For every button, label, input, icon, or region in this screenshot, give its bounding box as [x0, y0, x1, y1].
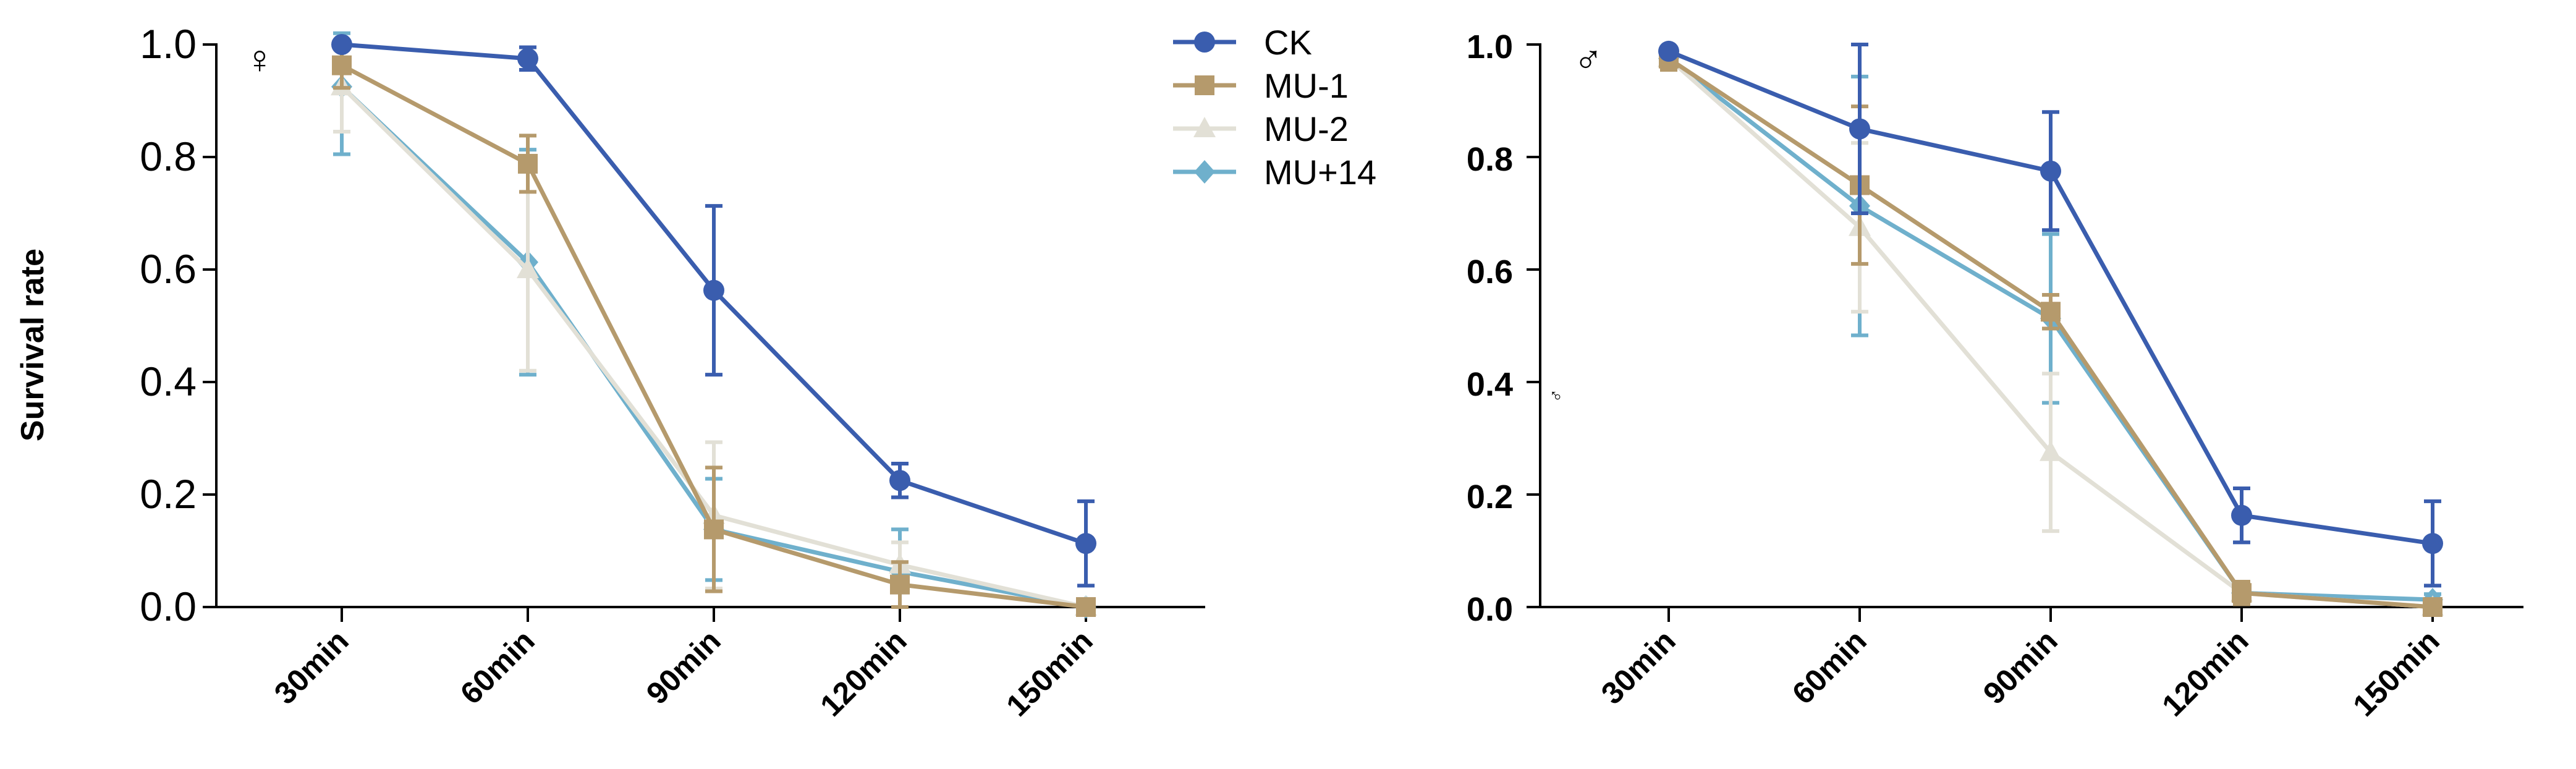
x-tick-label: 150min — [999, 623, 1099, 723]
chart-panel-2: 0.0 0.2 0.4 0.6 0.8 1.0 30min 60min 90min 120min 1… — [1467, 28, 2523, 723]
legend-label: CK — [1264, 23, 1312, 62]
y-tick-label: 0.8 — [1467, 141, 1513, 178]
series-ck — [1658, 40, 2443, 588]
legend-entry: CK — [1173, 23, 1312, 62]
legend-label: MU-1 — [1264, 66, 1349, 105]
y-tick-label: 0.4 — [1467, 366, 1513, 403]
y-tick-label: 0.2 — [1467, 478, 1513, 516]
data-point — [2040, 160, 2061, 182]
data-point — [2041, 302, 2061, 322]
y-tick-label: 0.2 — [140, 471, 197, 517]
data-point — [517, 258, 539, 278]
y-tick-label: 0.4 — [140, 359, 197, 404]
x-tick-label: 60min — [1786, 623, 1873, 711]
data-point — [518, 153, 538, 174]
y-tick-label: 0.0 — [140, 584, 197, 629]
legend: CK MU-1 MU-2 MU+14 — [1173, 23, 1376, 192]
x-tick-label: 120min — [813, 623, 913, 723]
legend-label: MU+14 — [1264, 153, 1376, 192]
y-tick-label: 1.0 — [1467, 28, 1513, 66]
data-point — [2231, 504, 2252, 526]
data-point — [703, 279, 724, 301]
chart-panel-1: 0.0 0.2 0.4 0.6 0.8 1.0 30min 60min 90min 120min 1… — [140, 21, 1205, 723]
data-point — [2232, 583, 2252, 603]
data-point — [2422, 533, 2443, 554]
data-point — [2423, 597, 2443, 617]
x-tick-label: 120min — [2155, 623, 2255, 723]
legend-marker — [1194, 160, 1215, 184]
x-tick-label: 90min — [640, 623, 727, 711]
legend-entry: MU+14 — [1173, 153, 1376, 192]
series-ck — [331, 34, 1096, 588]
legend-marker — [1195, 75, 1214, 95]
x-tick-label: 60min — [454, 623, 541, 711]
x-tick-label: 30min — [1595, 623, 1682, 711]
x-tick-label: 150min — [2346, 623, 2446, 723]
series-mu1 — [332, 41, 1096, 617]
y-axis-label: Survival rate — [15, 249, 51, 441]
data-point — [2040, 440, 2062, 461]
data-point — [517, 48, 538, 69]
legend-entry: MU-1 — [1173, 66, 1349, 105]
data-point — [331, 34, 352, 55]
legend-label: MU-2 — [1264, 109, 1349, 148]
panel-sex-symbol-small: ♂ — [1546, 389, 1567, 403]
data-point — [1849, 118, 1870, 140]
y-tick-label: 0.8 — [140, 134, 197, 179]
y-tick-label: 0.6 — [140, 246, 197, 292]
data-point — [1658, 40, 1679, 62]
panel-sex-symbol: ♀ — [245, 37, 274, 82]
y-tick-label: 0.6 — [1467, 253, 1513, 291]
data-point — [1076, 597, 1096, 617]
y-tick-label: 0.0 — [1467, 591, 1513, 628]
x-tick-label: 90min — [1976, 623, 2064, 711]
data-point — [1075, 533, 1096, 554]
legend-marker — [1193, 117, 1216, 137]
data-point — [890, 574, 910, 595]
data-point — [332, 55, 352, 75]
data-point — [889, 470, 910, 491]
legend-entry: MU-2 — [1173, 109, 1349, 148]
panel-sex-symbol: ♂ — [1574, 37, 1603, 82]
data-point — [704, 519, 724, 540]
legend-marker — [1194, 32, 1215, 53]
y-tick-label: 1.0 — [140, 21, 197, 67]
x-tick-label: 30min — [268, 623, 355, 711]
